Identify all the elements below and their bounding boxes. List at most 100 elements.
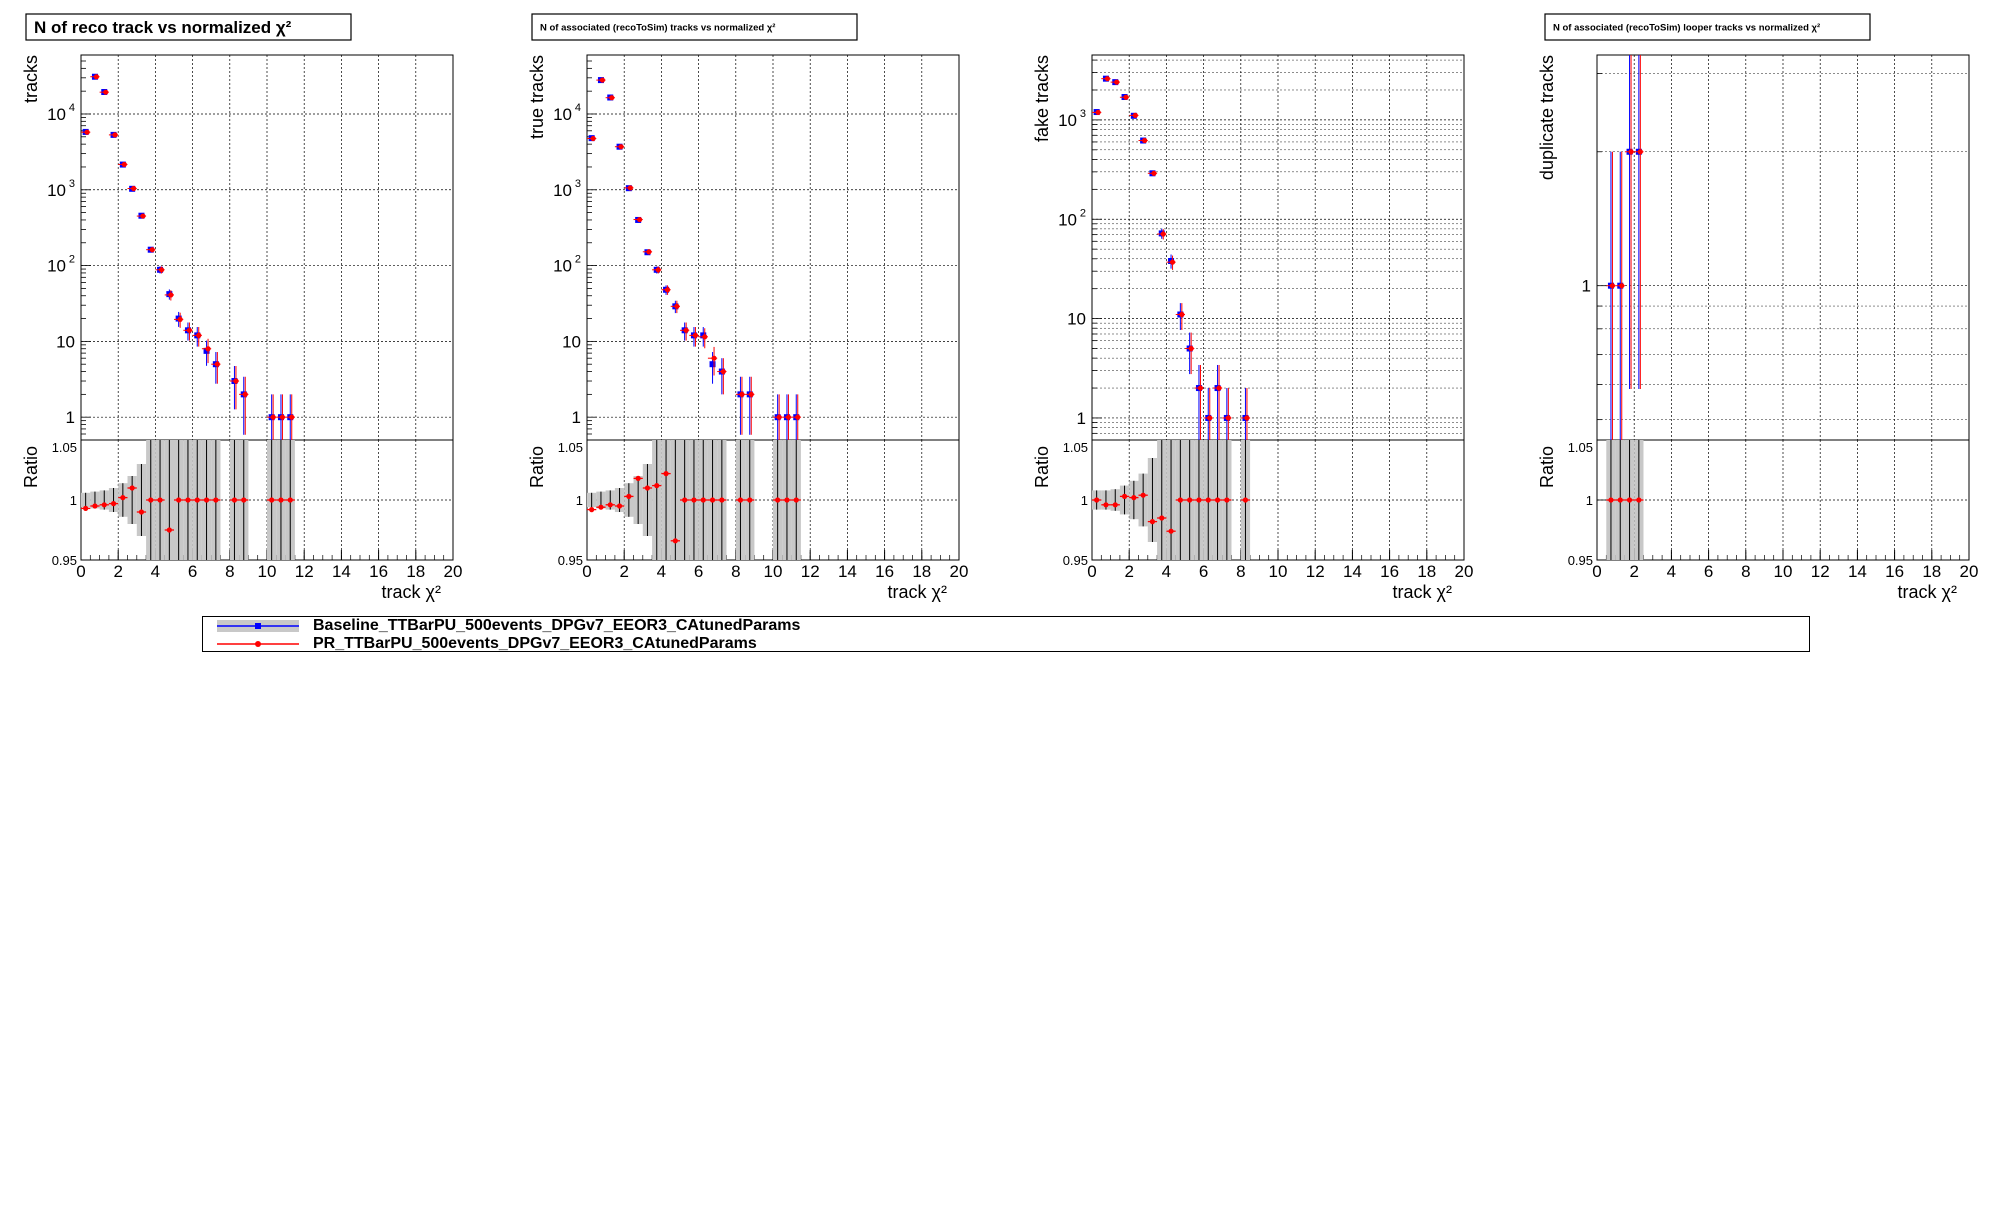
ratio-point bbox=[157, 497, 163, 503]
x-tick-label: 0 bbox=[1087, 562, 1096, 581]
ratio-point bbox=[231, 497, 238, 503]
pr-point bbox=[205, 346, 211, 352]
pr-point bbox=[720, 368, 726, 375]
y-axis-title: tracks bbox=[21, 55, 41, 103]
x-tick-label: 10 bbox=[764, 562, 783, 581]
ratio-point bbox=[775, 497, 781, 503]
pr-point bbox=[1132, 112, 1138, 118]
x-tick-label: 4 bbox=[1162, 562, 1171, 581]
ratio-point bbox=[626, 493, 632, 499]
y-tick-exponent: 2 bbox=[69, 254, 75, 266]
pr-point bbox=[1142, 137, 1148, 144]
ratio-tick-label: 1.05 bbox=[1568, 440, 1593, 455]
pr-point bbox=[1225, 415, 1231, 421]
pr-point bbox=[646, 249, 652, 255]
pr-point bbox=[776, 414, 782, 420]
ratio-point bbox=[607, 502, 613, 508]
pr-point bbox=[1123, 94, 1129, 100]
x-tick-label: 10 bbox=[1269, 562, 1288, 581]
pr-point bbox=[1207, 415, 1213, 421]
ratio-tick-label: 1 bbox=[1586, 493, 1593, 508]
chart-panel-2: N of associated (recoToSim) tracks vs no… bbox=[527, 13, 968, 602]
pr-point bbox=[1179, 311, 1185, 318]
ratio-tick-label: 0.95 bbox=[52, 553, 77, 568]
x-tick-label: 0 bbox=[76, 562, 85, 581]
pr-point bbox=[674, 303, 680, 309]
ratio-point bbox=[644, 485, 651, 491]
x-tick-label: 12 bbox=[1811, 562, 1830, 581]
pr-point bbox=[112, 132, 118, 138]
ratio-point bbox=[92, 503, 98, 509]
ratio-point bbox=[635, 475, 641, 481]
pr-point bbox=[149, 247, 155, 253]
ratio-axis-title: Ratio bbox=[1032, 446, 1052, 488]
ratio-point bbox=[719, 497, 725, 503]
x-tick-label: 8 bbox=[225, 562, 234, 581]
ratio-point bbox=[1617, 497, 1623, 503]
x-tick-label: 20 bbox=[444, 562, 463, 581]
pr-point bbox=[84, 129, 90, 135]
x-tick-label: 4 bbox=[151, 562, 160, 581]
ratio-point bbox=[682, 497, 688, 503]
y-axis-title: true tracks bbox=[527, 55, 547, 139]
ratio-point bbox=[709, 497, 716, 503]
x-tick-label: 2 bbox=[619, 562, 628, 581]
pr-point bbox=[233, 378, 239, 384]
ratio-tick-label: 0.95 bbox=[558, 553, 583, 568]
ratio-point bbox=[1177, 497, 1183, 503]
ratio-point bbox=[747, 497, 753, 503]
ratio-point bbox=[1168, 528, 1174, 534]
y-tick-exponent: 3 bbox=[575, 178, 581, 190]
pr-point bbox=[242, 391, 248, 397]
pr-point bbox=[168, 292, 174, 298]
y-tick-label: 1 bbox=[1582, 277, 1591, 296]
ratio-tick-label: 1 bbox=[1081, 493, 1088, 508]
pr-point bbox=[1104, 76, 1111, 82]
ratio-point bbox=[129, 485, 135, 491]
y-tick-label: 10 bbox=[553, 105, 572, 124]
y-tick-label: 10 bbox=[47, 105, 66, 124]
ratio-point bbox=[1131, 495, 1137, 501]
y-tick-label: 1 bbox=[66, 408, 75, 427]
ratio-point bbox=[793, 497, 799, 503]
y-tick-label: 10 bbox=[47, 181, 66, 200]
ratio-point bbox=[110, 501, 117, 507]
x-tick-label: 14 bbox=[1343, 562, 1362, 581]
chart-title-box bbox=[25, 13, 352, 41]
x-tick-label: 10 bbox=[1774, 562, 1793, 581]
pr-point bbox=[140, 213, 146, 219]
y-tick-label: 10 bbox=[47, 257, 66, 276]
pr-point bbox=[795, 414, 801, 420]
pr-point bbox=[186, 327, 193, 333]
x-tick-label: 2 bbox=[113, 562, 122, 581]
x-tick-label: 18 bbox=[912, 562, 931, 581]
pr-point bbox=[1188, 345, 1194, 352]
ratio-point bbox=[663, 471, 669, 477]
y-tick-label: 10 bbox=[1058, 210, 1077, 229]
chart-title: N of associated (recoToSim) tracks vs no… bbox=[540, 22, 775, 33]
pr-point bbox=[785, 414, 792, 420]
ratio-point bbox=[672, 538, 678, 544]
pr-point bbox=[131, 185, 137, 192]
ratio-point bbox=[700, 497, 706, 503]
pr-point bbox=[196, 332, 202, 338]
legend-entry-baseline: Baseline_TTBarPU_500events_DPGv7_EEOR3_C… bbox=[203, 617, 1809, 635]
ratio-point bbox=[589, 507, 595, 513]
y-tick-exponent: 2 bbox=[1080, 207, 1086, 219]
ratio-point bbox=[616, 503, 623, 509]
pr-point bbox=[93, 74, 100, 80]
pr-point bbox=[664, 287, 671, 293]
x-tick-label: 16 bbox=[1885, 562, 1904, 581]
legend-baseline-label: Baseline_TTBarPU_500events_DPGv7_EEOR3_C… bbox=[313, 617, 801, 634]
pr-point bbox=[637, 216, 643, 223]
x-tick-label: 14 bbox=[332, 562, 351, 581]
pr-marker-icon bbox=[217, 641, 299, 647]
x-axis-title: track χ² bbox=[1898, 582, 1957, 602]
y-axis-title: fake tracks bbox=[1032, 55, 1052, 142]
ratio-point bbox=[83, 505, 89, 511]
ratio-point bbox=[278, 497, 284, 503]
x-tick-label: 6 bbox=[694, 562, 703, 581]
x-tick-label: 12 bbox=[295, 562, 314, 581]
ratio-point bbox=[1094, 497, 1100, 503]
